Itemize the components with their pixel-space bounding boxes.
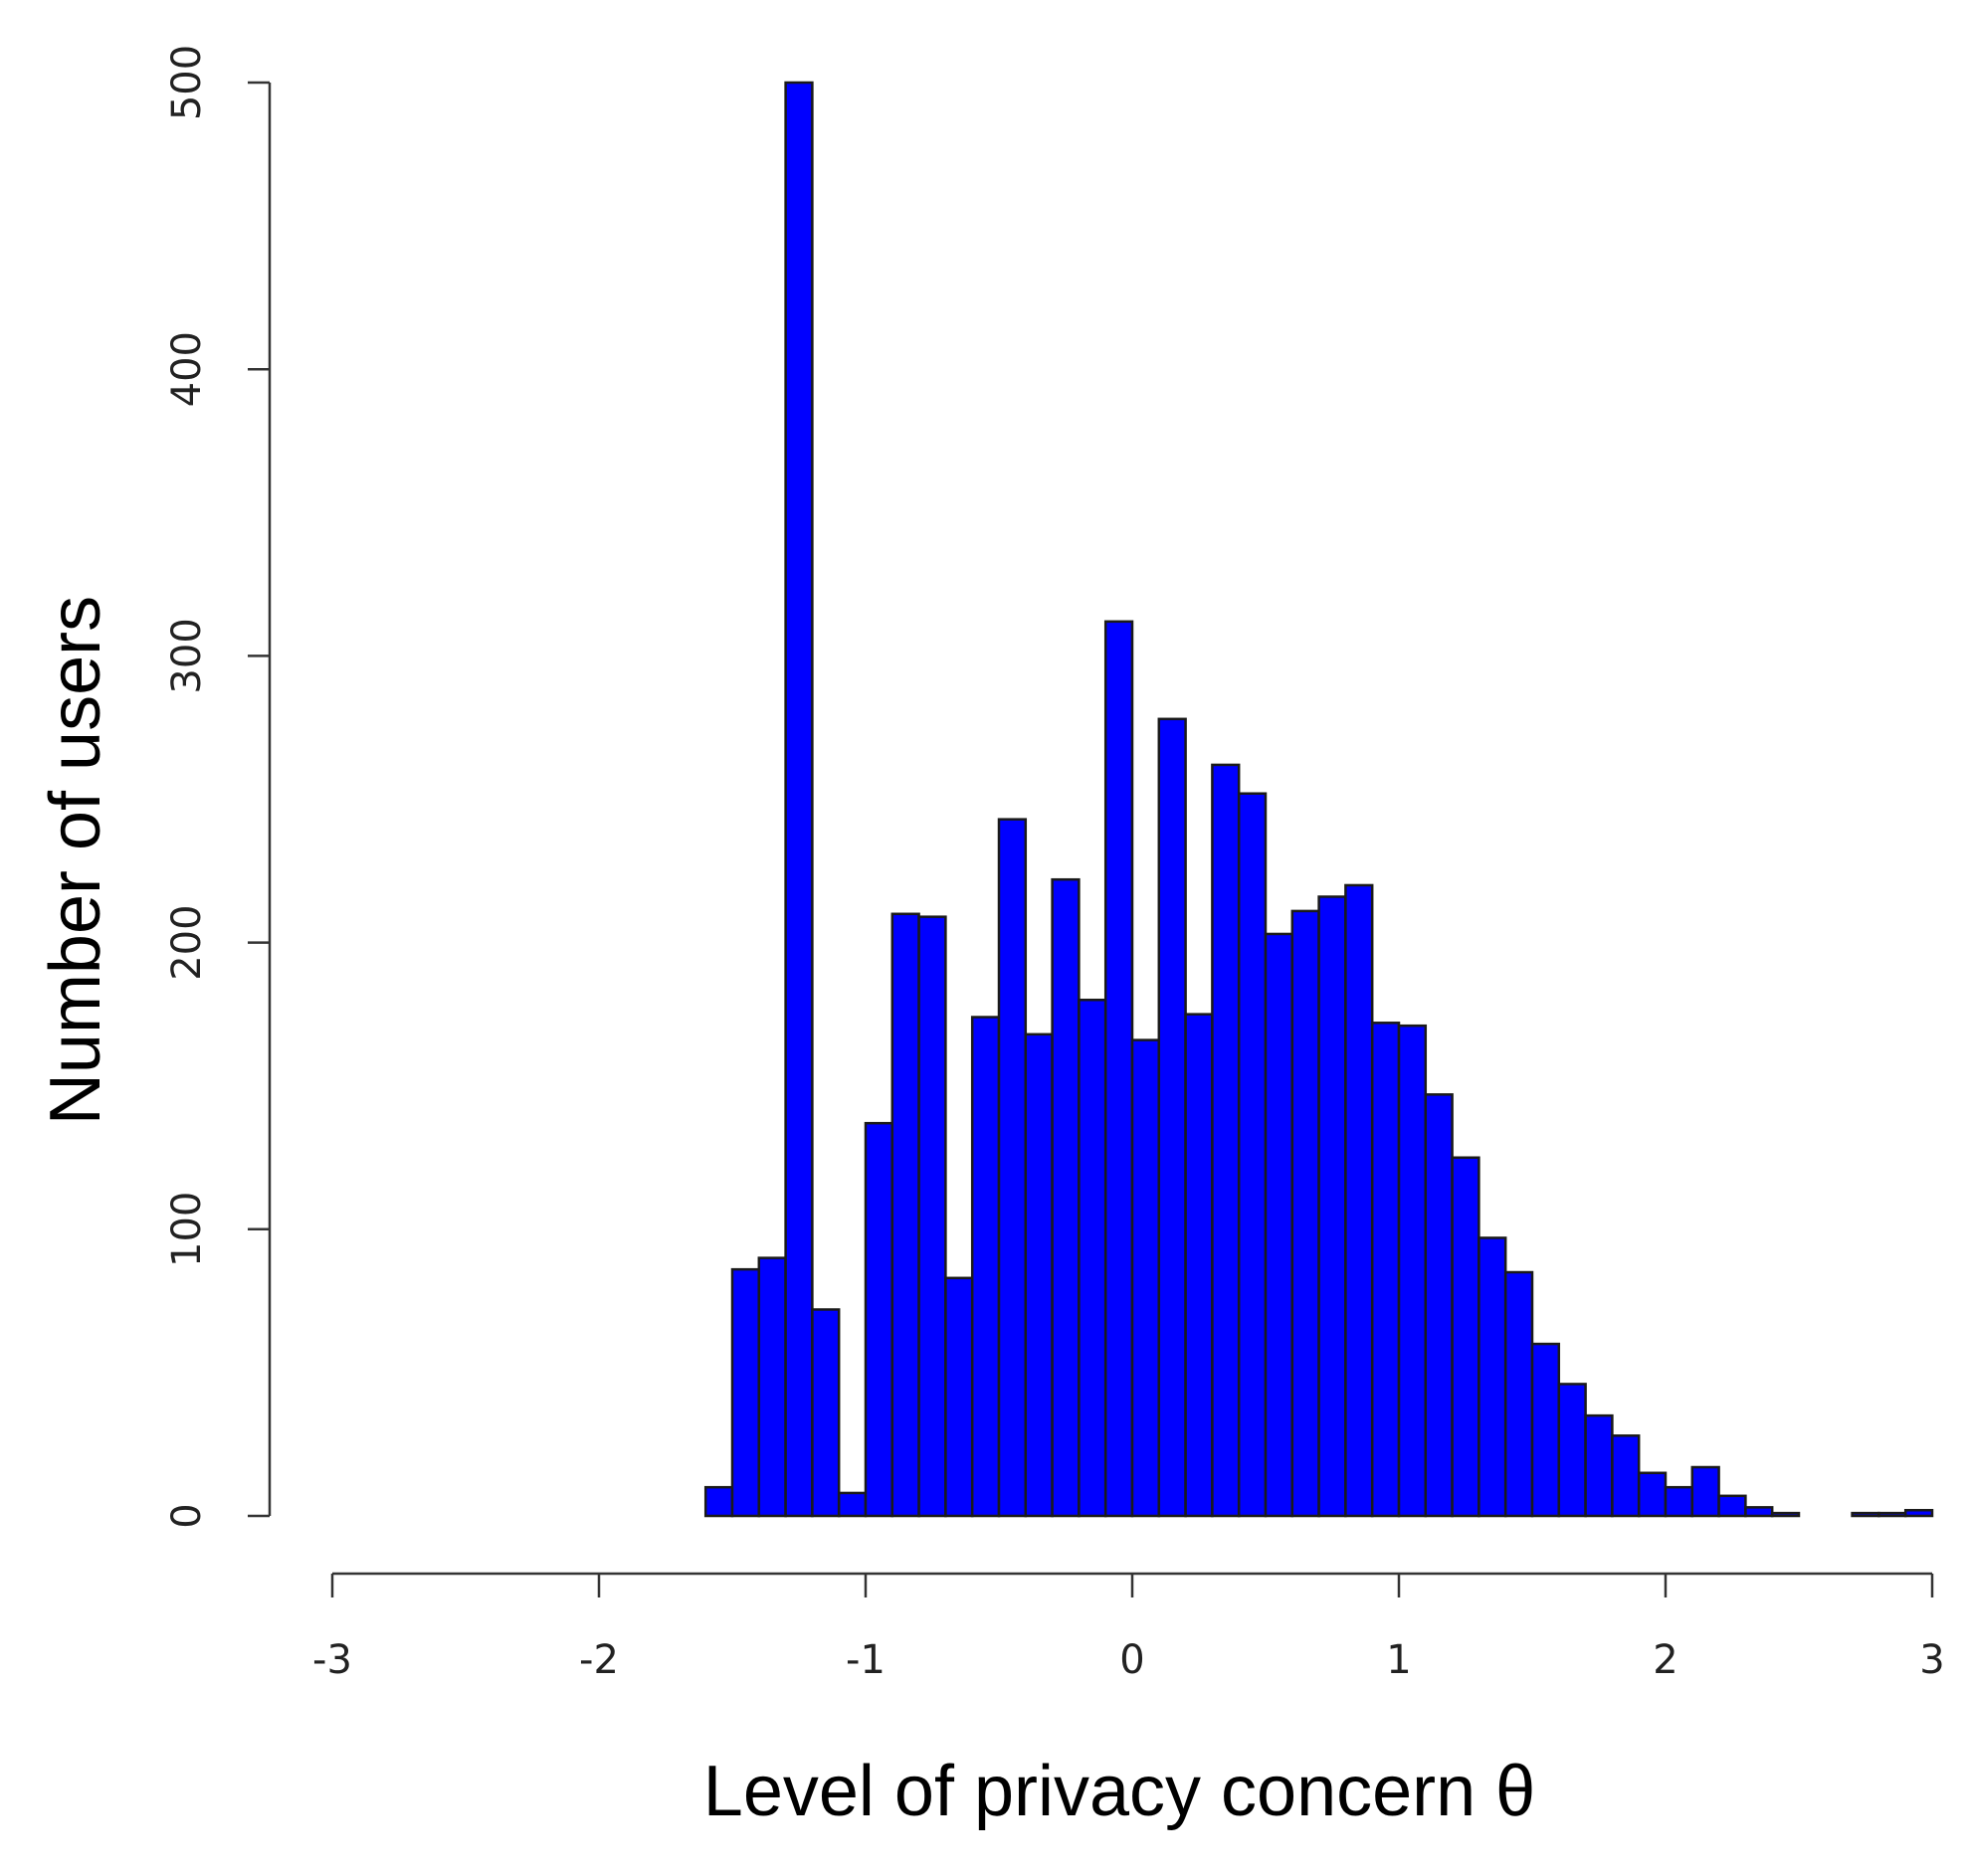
histogram-bar (1903, 1508, 1934, 1518)
histogram-bar (1024, 1032, 1054, 1518)
histogram-bar (1051, 877, 1081, 1518)
histogram-bar (1611, 1434, 1641, 1518)
histogram-bar (890, 912, 920, 1518)
histogram-bar (1584, 1413, 1614, 1518)
histogram-bar (1264, 932, 1294, 1518)
x-tick-label: 1 (1386, 1637, 1411, 1683)
histogram-bar (1637, 1471, 1668, 1518)
histogram-bar (1130, 1038, 1161, 1518)
histogram-bar (1317, 895, 1347, 1518)
x-tick-label: 0 (1119, 1637, 1144, 1683)
histogram-bar (1877, 1511, 1907, 1518)
histogram-bars (703, 81, 1934, 1518)
histogram-bar (703, 1485, 734, 1518)
histogram-bar (997, 818, 1028, 1518)
histogram-bar (1397, 1024, 1428, 1518)
histogram-bar (1530, 1342, 1561, 1518)
histogram-bar (1184, 1013, 1214, 1518)
histogram-bar (1157, 717, 1187, 1518)
x-tick-label: 3 (1919, 1637, 1944, 1683)
histogram-bar (1290, 909, 1320, 1518)
histogram-bar (1503, 1270, 1534, 1518)
histogram-bar (811, 1308, 841, 1518)
histogram-bar (1424, 1093, 1454, 1518)
histogram-bar (1451, 1156, 1480, 1518)
histogram-bar (917, 915, 947, 1518)
x-tick-label: 2 (1653, 1637, 1677, 1683)
histogram-bar (970, 1016, 1001, 1518)
histogram-bar (757, 1256, 787, 1518)
histogram-bar (1344, 883, 1374, 1518)
histogram-bar (944, 1276, 974, 1518)
histogram-bar (837, 1491, 868, 1518)
histogram-bar (730, 1267, 761, 1518)
histogram-bar (1557, 1383, 1587, 1518)
histogram-bar (864, 1121, 894, 1518)
x-tick-label: -2 (579, 1637, 619, 1683)
histogram-bar (1851, 1511, 1880, 1518)
histogram-bar (1690, 1465, 1720, 1518)
x-axis: -3 -2 -1 0 1 2 3 (312, 1572, 1945, 1683)
histogram-bar (1237, 792, 1268, 1518)
histogram-bar (1078, 998, 1107, 1518)
y-tick-label: 200 (164, 904, 210, 980)
histogram-bar (1664, 1485, 1694, 1518)
histogram-bar (1211, 763, 1241, 1518)
y-axis-title: Number of users (36, 596, 115, 1125)
y-tick-label: 100 (164, 1192, 210, 1267)
histogram-bar (1717, 1494, 1747, 1518)
histogram-bar (1770, 1511, 1801, 1518)
x-tick-label: -1 (846, 1637, 886, 1683)
y-axis: 0 100 200 300 400 500 (164, 45, 272, 1529)
histogram-bar (1744, 1506, 1774, 1518)
y-tick-label: 400 (164, 331, 210, 407)
y-tick-label: 0 (164, 1503, 210, 1528)
histogram-bar (1103, 620, 1134, 1518)
y-tick-label: 300 (164, 618, 210, 693)
histogram-bar (1478, 1236, 1507, 1518)
histogram-bar (784, 81, 814, 1518)
y-tick-label: 500 (164, 45, 210, 120)
x-axis-title: Level of privacy concern θ (703, 1752, 1535, 1831)
x-tick-label: -3 (312, 1637, 352, 1683)
histogram-bar (1370, 1022, 1401, 1518)
